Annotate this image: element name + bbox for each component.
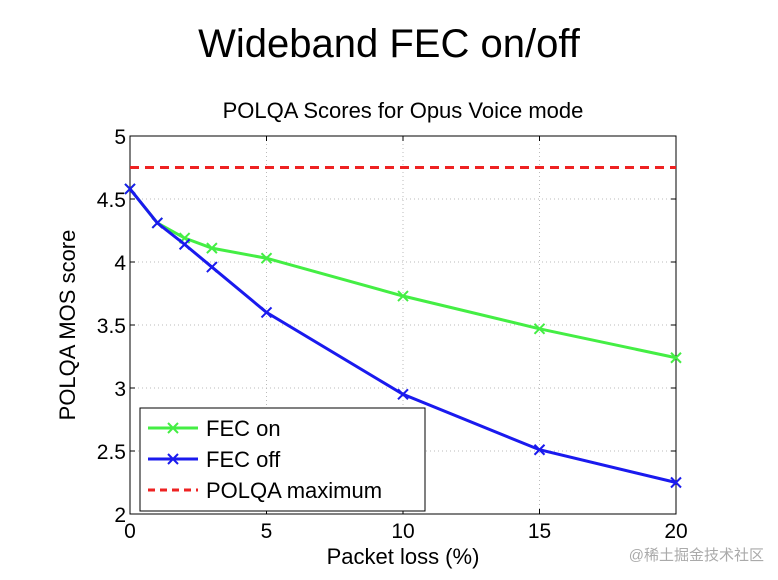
data-point — [533, 323, 546, 335]
data-point — [670, 352, 682, 364]
legend-label: FEC on — [206, 416, 281, 441]
data-point — [206, 261, 218, 273]
data-point — [397, 388, 409, 401]
legend-label: POLQA maximum — [206, 478, 382, 503]
legend-marker — [167, 453, 179, 465]
y-tick-label: 3 — [114, 378, 126, 401]
legend-label: FEC off — [206, 447, 281, 472]
y-tick-label: 2.5 — [97, 441, 126, 464]
x-tick-label: 10 — [391, 520, 414, 543]
x-tick-label: 20 — [664, 520, 687, 543]
y-axis-label: POLQA MOS score — [55, 230, 80, 421]
data-point — [151, 217, 164, 229]
x-tick-label: 15 — [528, 520, 551, 543]
data-point — [206, 242, 218, 254]
y-tick-label: 4.5 — [97, 189, 126, 212]
y-tick-label: 4 — [114, 252, 126, 275]
legend-marker — [167, 422, 179, 434]
chart-title: POLQA Scores for Opus Voice mode — [223, 98, 584, 123]
plot-frame — [129, 135, 677, 515]
data-point — [397, 290, 409, 302]
data-point — [260, 306, 273, 319]
y-tick-label: 3.5 — [97, 315, 126, 338]
y-tick-label: 2 — [114, 504, 126, 527]
data-point — [260, 252, 273, 264]
slide-title: Wideband FEC on/off — [198, 22, 580, 66]
x-tick-label: 5 — [261, 520, 273, 543]
watermark: @稀土掘金技术社区 — [628, 547, 764, 564]
y-tick-label: 5 — [114, 126, 126, 149]
x-tick-label: 0 — [124, 520, 136, 543]
x-axis-label: Packet loss (%) — [327, 544, 480, 569]
data-point — [533, 444, 546, 456]
data-point — [124, 183, 136, 195]
data-point — [178, 238, 191, 251]
data-point — [670, 476, 682, 489]
